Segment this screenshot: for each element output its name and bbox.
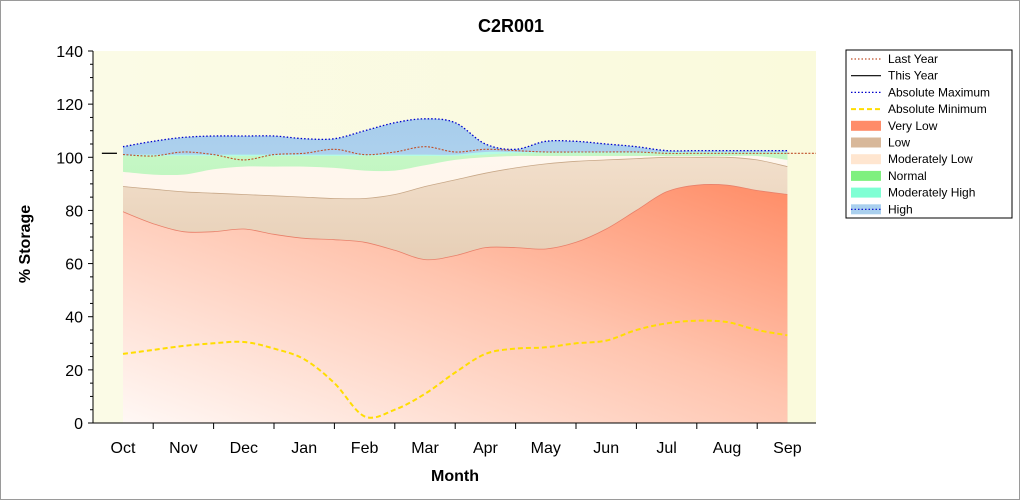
line-absolute-minimum: [122, 319, 788, 419]
x-ticks: Oct Nov Dec Jan Feb Mar Apr May Jun Jul Aug Sep: [111, 423, 802, 457]
y-tick-label: 120: [56, 97, 83, 114]
y-tick-label: 140: [56, 44, 83, 61]
band-very-low: [123, 184, 788, 423]
legend-label-absolute-minimum: Absolute Minimum: [888, 102, 987, 116]
x-tick-label: Jun: [593, 440, 619, 457]
x-tick-label: Sep: [773, 440, 802, 457]
x-tick-label: Jul: [656, 440, 676, 457]
legend-swatch-moderately-low: [851, 154, 881, 165]
series-lines: [101, 118, 816, 419]
legend-label-moderately-low: Moderately Low: [888, 152, 973, 166]
x-tick-label: Dec: [230, 440, 258, 457]
legend-label-low: Low: [888, 136, 910, 150]
y-tick-label: 60: [65, 257, 83, 274]
legend-swatch-low: [851, 137, 881, 148]
legend-swatch-moderately-high: [851, 187, 881, 198]
band-edge-low: [122, 156, 788, 200]
y-ticks: 0 20 40 60 80 100 120 140: [56, 44, 93, 433]
legend-swatch-normal: [851, 170, 881, 181]
legend-label-very-low: Very Low: [888, 119, 938, 133]
y-axis-label: % Storage: [17, 205, 34, 283]
y-tick-label: 100: [56, 150, 83, 167]
x-tick-label: Apr: [473, 440, 499, 457]
legend-label-moderately-high: Moderately High: [888, 186, 975, 200]
y-tick-label: 40: [65, 310, 83, 327]
x-tick-label: Jan: [291, 440, 317, 457]
x-tick-label: Aug: [713, 440, 741, 457]
band-edge-very-low: [122, 184, 788, 261]
chart-title: C2R001: [478, 16, 544, 36]
legend-label-last-year: Last Year: [888, 52, 938, 66]
legend-label-normal: Normal: [888, 169, 927, 183]
legend-swatch-very-low: [851, 120, 881, 131]
legend: Last Year This Year Absolute Maximum Absolu…: [845, 49, 1013, 219]
line-last-year: [122, 146, 788, 161]
x-axis-label: Month: [431, 468, 479, 485]
y-tick-label: 80: [65, 203, 83, 220]
line-absolute-maximum: [122, 118, 788, 152]
x-tick-label: Mar: [411, 440, 439, 457]
x-tick-label: Feb: [351, 440, 379, 457]
legend-label-high: High: [888, 202, 913, 216]
y-tick-label: 20: [65, 363, 83, 380]
y-tick-label: 0: [74, 416, 83, 433]
legend-items: Last Year This Year Absolute Maximum Absolu…: [851, 52, 990, 216]
x-tick-label: May: [531, 440, 561, 457]
x-tick-label: Nov: [169, 440, 197, 457]
legend-label-absolute-maximum: Absolute Maximum: [888, 85, 990, 99]
range-bands: [122, 118, 788, 424]
legend-label-this-year: This Year: [888, 69, 938, 83]
x-tick-label: Oct: [111, 440, 136, 457]
